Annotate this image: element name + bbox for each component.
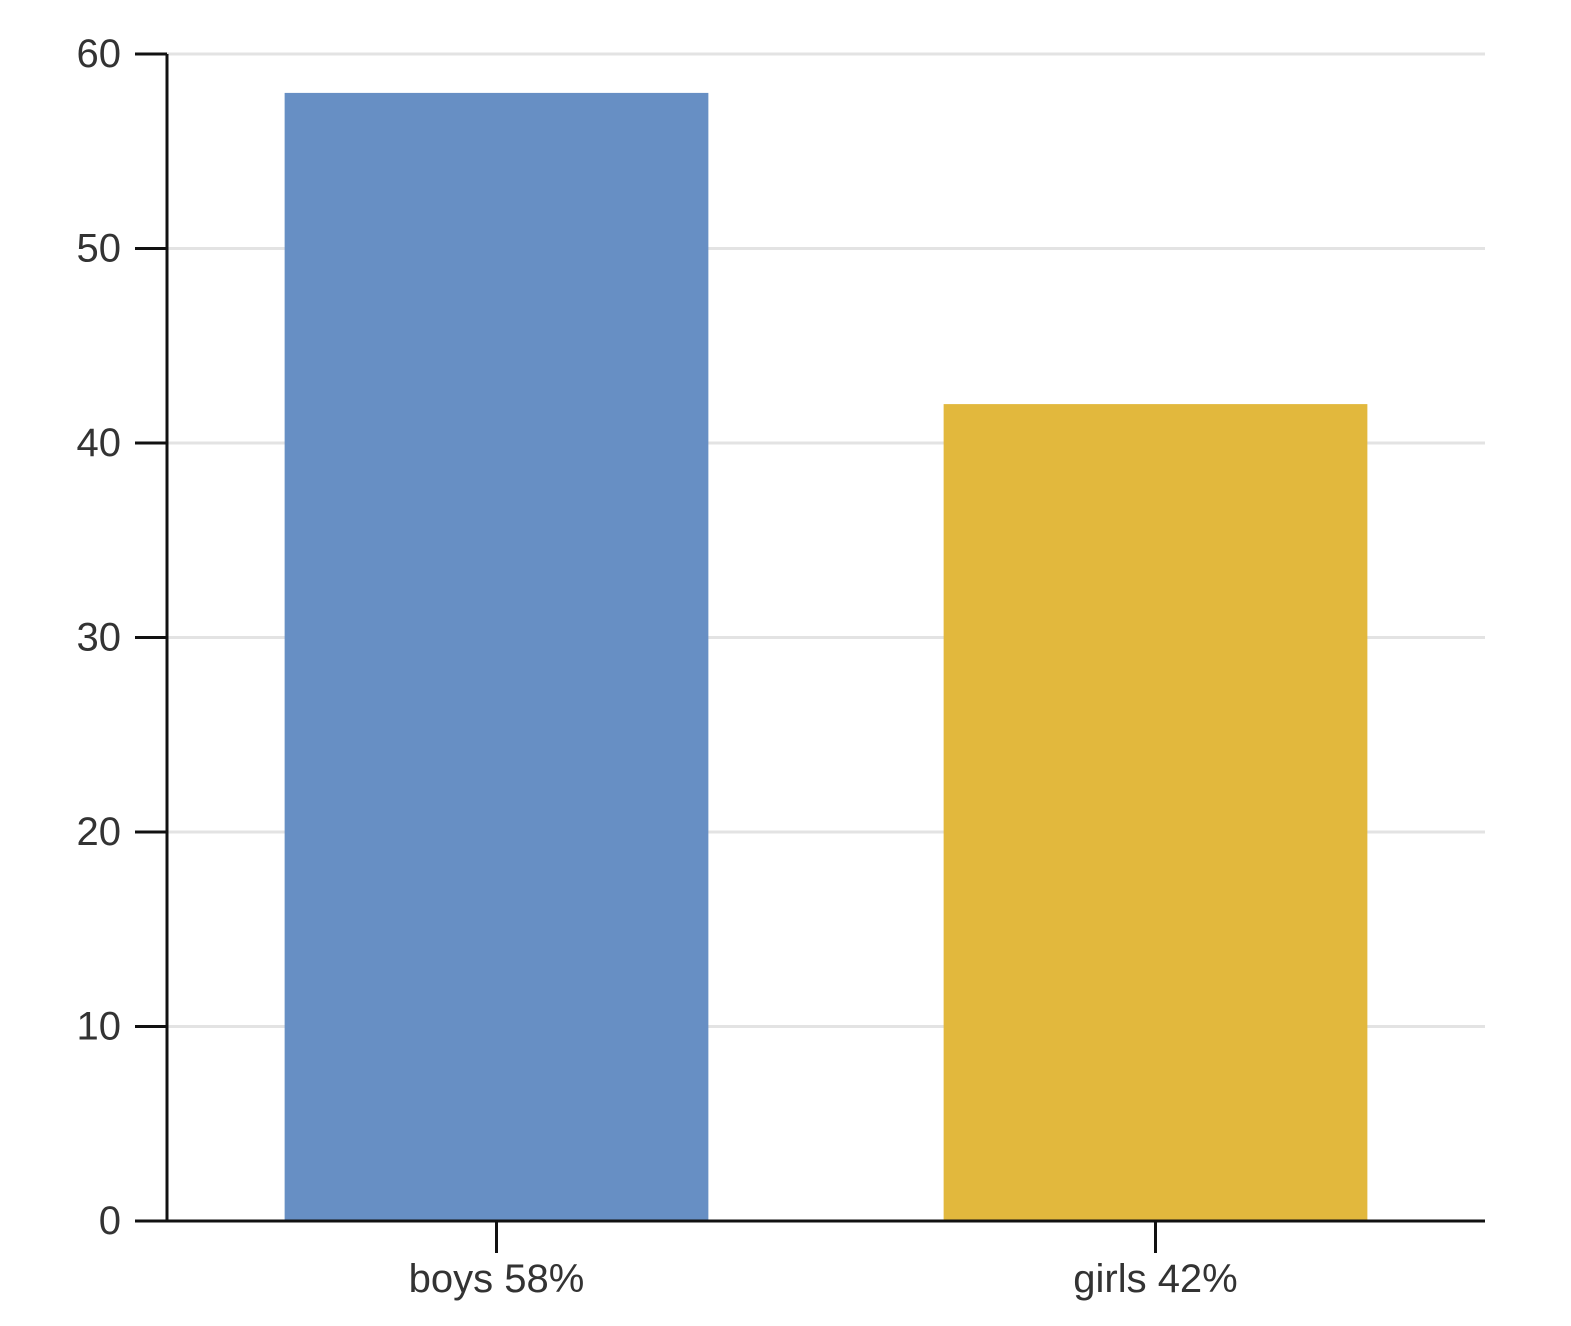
x-axis-ticks: boys 58% girls 42% <box>409 1221 1238 1301</box>
bar <box>943 404 1368 1222</box>
y-axis-ticks: 0 10 20 30 40 50 60 <box>77 32 167 1243</box>
y-tick-label: 0 <box>99 1199 121 1243</box>
y-tick-label: 20 <box>77 810 122 854</box>
bars <box>284 92 1368 1222</box>
y-tick-label: 50 <box>77 227 122 271</box>
x-tick-label: boys 58% <box>409 1257 585 1301</box>
bar <box>284 92 709 1221</box>
y-tick-label: 10 <box>77 1005 122 1049</box>
x-tick-label: girls 42% <box>1073 1257 1238 1301</box>
y-tick-label: 30 <box>77 616 122 660</box>
y-tick-label: 60 <box>77 32 122 76</box>
y-tick-label: 40 <box>77 421 122 465</box>
